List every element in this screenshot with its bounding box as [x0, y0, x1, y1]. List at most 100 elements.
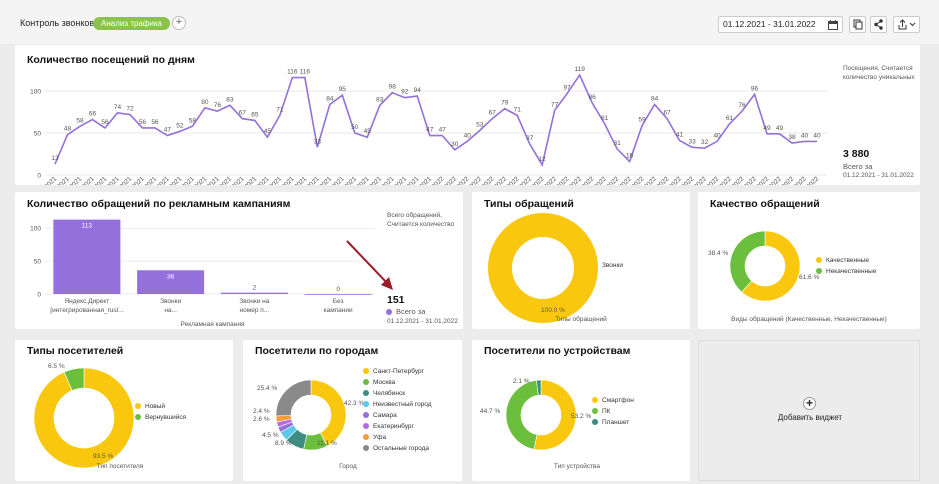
legend-label: Санкт-Петербург — [373, 368, 424, 375]
pie-slice — [33, 367, 135, 469]
data-label: 56 — [101, 119, 109, 126]
data-label: 116 — [300, 69, 311, 76]
pie-slice — [729, 230, 766, 293]
legend-item[interactable]: Вернувшийся — [135, 412, 186, 423]
visitor-types-caption: Тип посетителя — [96, 463, 144, 470]
quality-pct-good: 61.6 % — [799, 274, 820, 281]
calendar-icon — [828, 20, 838, 30]
legend-dot — [592, 408, 598, 414]
legend-item[interactable]: Екатеринбург — [363, 421, 432, 432]
devices-pct-phone: 53.2 % — [571, 413, 592, 420]
data-label: 13 — [51, 155, 59, 162]
legend-item[interactable]: Остальные города — [363, 443, 432, 454]
export-button[interactable] — [893, 16, 920, 33]
x-tick-label: 01.12.2021 — [30, 175, 58, 185]
data-label: 79 — [501, 100, 509, 107]
data-label: 96 — [751, 85, 759, 92]
data-label: 40 — [464, 132, 472, 139]
data-label: 67 — [489, 110, 497, 117]
legend-item[interactable]: ПК — [592, 406, 634, 417]
request-types-title: Типы обращений — [484, 198, 574, 210]
tab-call-control[interactable]: Контроль звонков — [20, 18, 95, 28]
x-tick-label: Без — [333, 298, 344, 305]
data-label: 45 — [364, 128, 372, 135]
legend-item[interactable]: Звонки — [592, 260, 623, 271]
tab-traffic-analysis[interactable]: Анализ трафика — [93, 17, 170, 30]
legend-label: Челябинск — [373, 390, 406, 397]
legend-item[interactable]: Качественные — [816, 255, 876, 266]
legend-label: Планшет — [602, 419, 630, 426]
legend-dot — [592, 419, 598, 425]
share-button[interactable] — [870, 16, 887, 33]
quality-card: Качество обращений 38.4 % 61.6 % Качеств… — [698, 192, 920, 329]
data-label: 49 — [763, 125, 771, 132]
legend-item[interactable]: Новый — [135, 401, 186, 412]
legend-dot — [363, 379, 369, 385]
legend-label: Некачественные — [826, 268, 877, 275]
campaigns-card: Количество обращений по рекламным кампан… — [15, 192, 463, 329]
legend-item[interactable]: Некачественные — [816, 266, 876, 277]
data-label: 74 — [114, 104, 122, 111]
request-types-legend: Звонки — [592, 260, 623, 271]
visitor-types-legend: Новый Вернувшийся — [135, 401, 186, 423]
bar-value-label: 113 — [82, 223, 93, 230]
campaigns-title: Количество обращений по рекламным кампан… — [27, 198, 291, 210]
data-label: 33 — [688, 138, 696, 145]
visits-total-label: Всего за — [843, 162, 873, 171]
cities-pct-d: 8.9 % — [275, 440, 292, 447]
data-label: 53 — [476, 121, 484, 128]
campaigns-period: 01.12.2021 - 31.01.2022 — [387, 318, 458, 325]
data-label: 47 — [439, 127, 447, 134]
data-label: 61 — [601, 115, 609, 122]
data-label: 12 — [539, 156, 547, 163]
data-label: 86 — [589, 94, 597, 101]
legend-dot — [592, 262, 598, 268]
x-tick-label: Звонки — [160, 298, 181, 305]
quality-legend: Качественные Некачественные — [816, 255, 876, 277]
visits-title: Количество посещений по дням — [27, 54, 195, 66]
add-widget-tile[interactable]: + Добавить виджет — [698, 340, 920, 481]
campaigns-total-row: Всего за — [386, 307, 425, 316]
pie-slice — [275, 379, 312, 417]
bar — [137, 270, 205, 294]
copy-button[interactable] — [849, 16, 866, 33]
legend-item[interactable]: Челябинск — [363, 388, 432, 399]
x-tick-label: номер п... — [240, 307, 270, 314]
add-tab-button[interactable]: + — [172, 16, 186, 30]
chevron-down-icon — [909, 22, 916, 27]
legend-item[interactable]: Планшет — [592, 417, 634, 428]
legend-item[interactable]: Санкт-Петербург — [363, 366, 432, 377]
legend-dot — [363, 434, 369, 440]
data-label: 41 — [676, 132, 684, 139]
bar — [304, 294, 372, 295]
visits-legend: Посещения, Считается количество уникальн… — [843, 65, 915, 81]
data-label: 47 — [164, 127, 172, 134]
request-types-donut — [488, 213, 598, 323]
data-label: 95 — [339, 86, 347, 93]
legend-item[interactable]: Смартфон — [592, 395, 634, 406]
legend-label: Неизвестный город — [373, 401, 432, 408]
share-icon — [874, 19, 883, 30]
legend-item[interactable]: Уфа — [363, 432, 432, 443]
legend-item[interactable]: Самара — [363, 410, 432, 421]
legend-label: Уфа — [373, 434, 387, 441]
visitor-types-pct-new: 93.5 % — [93, 453, 114, 460]
data-label: 119 — [574, 66, 585, 73]
date-range-picker[interactable]: 01.12.2021 - 31.01.2022 — [718, 16, 843, 33]
legend-label: Звонки — [602, 262, 623, 269]
legend-label: Москва — [373, 379, 396, 386]
data-label: 92 — [401, 89, 409, 96]
legend-label: Вернувшийся — [145, 414, 187, 421]
top-toolbar: Контроль звонков Анализ трафика + 01.12.… — [0, 0, 939, 44]
legend-label: Самара — [373, 412, 397, 419]
cities-pct-other: 25.4 % — [257, 385, 278, 392]
data-label: 67 — [239, 110, 247, 117]
data-label: 72 — [126, 106, 134, 113]
data-label: 58 — [189, 117, 197, 124]
add-widget-label: Добавить виджет — [777, 413, 843, 422]
legend-item[interactable]: Москва — [363, 377, 432, 388]
data-label: 61 — [726, 115, 734, 122]
legend-item[interactable]: Неизвестный город — [363, 399, 432, 410]
request-types-pct: 100.0 % — [541, 307, 565, 314]
y-tick-label: 50 — [34, 131, 42, 138]
